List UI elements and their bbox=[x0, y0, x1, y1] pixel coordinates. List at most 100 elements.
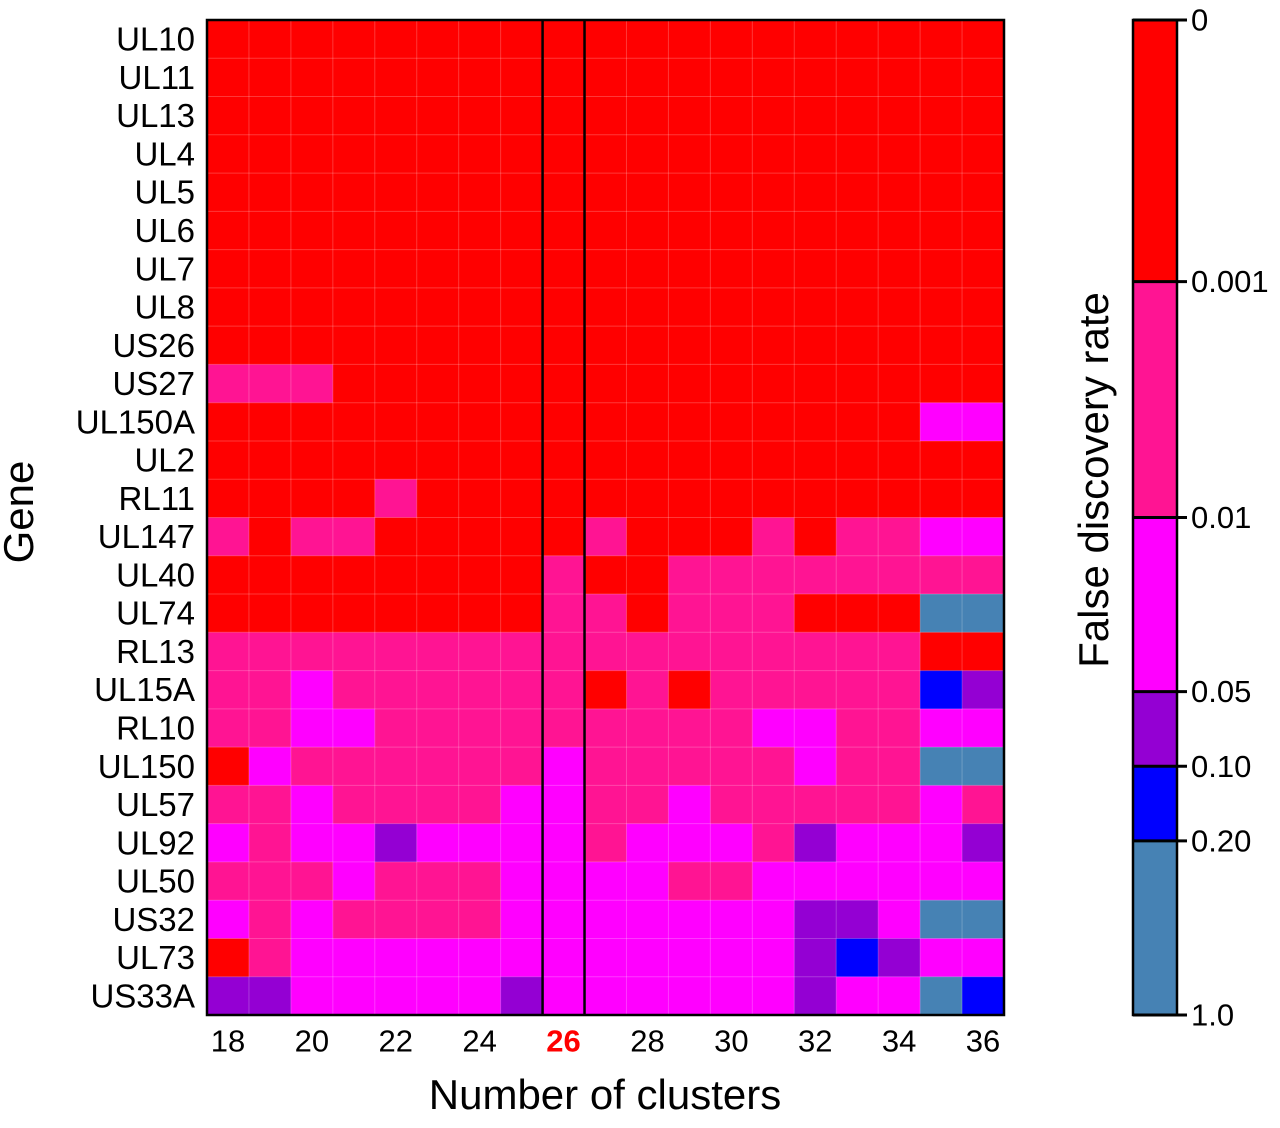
heatmap-cell-RL10-20 bbox=[290, 708, 334, 748]
heatmap-cell-UL7-32 bbox=[794, 249, 837, 289]
heatmap-cell-UL7-19 bbox=[248, 249, 292, 289]
heatmap-cell-UL5-25 bbox=[500, 173, 543, 212]
heatmap-cell-UL4-24 bbox=[458, 134, 502, 174]
heatmap-cell-UL13-27 bbox=[584, 96, 627, 136]
heatmap-cell-UL7-28 bbox=[626, 249, 669, 289]
heatmap-cell-UL150A-23 bbox=[416, 402, 460, 442]
heatmap-cell-UL147-20 bbox=[290, 517, 334, 557]
heatmap-cell-UL8-29 bbox=[668, 287, 711, 327]
heatmap-cell-UL40-36 bbox=[962, 555, 1005, 595]
heatmap-cell-UL6-35 bbox=[920, 211, 963, 251]
heatmap-cell-UL50-33 bbox=[836, 861, 879, 901]
heatmap-cell-UL150A-26 bbox=[542, 402, 585, 442]
heatmap-cell-UL2-34 bbox=[878, 440, 921, 480]
heatmap-cell-RL13-35 bbox=[920, 632, 963, 671]
heatmap-cell-UL40-20 bbox=[290, 555, 334, 595]
heatmap-cell-RL10-19 bbox=[248, 708, 292, 748]
heatmap-cell-UL57-21 bbox=[332, 785, 376, 825]
heatmap-cell-US27-32 bbox=[794, 364, 837, 404]
colorbar-ticks: 0 0.001 0.01 0.05 0.10 0.20 1.0 bbox=[1133, 3, 1269, 1033]
heatmap-cell-US32-26 bbox=[542, 900, 585, 939]
heatmap-cell-RL10-35 bbox=[920, 708, 963, 748]
gene-label-UL150: UL150 bbox=[98, 748, 195, 785]
colorbar bbox=[1133, 20, 1177, 1016]
heatmap-cell-UL74-34 bbox=[878, 594, 921, 633]
heatmap-cell-RL10-27 bbox=[584, 708, 627, 748]
heatmap-cell-UL147-18 bbox=[207, 517, 250, 557]
heatmap-cell-UL6-24 bbox=[458, 211, 502, 251]
heatmap-cell-RL13-28 bbox=[626, 632, 669, 671]
heatmap-cell-UL13-33 bbox=[836, 96, 879, 136]
heatmap-cell-UL8-22 bbox=[374, 287, 418, 327]
heatmap-cell-US26-20 bbox=[290, 326, 334, 365]
gene-label-UL150A: UL150A bbox=[76, 403, 195, 440]
heatmap-cell-UL5-18 bbox=[207, 173, 250, 212]
heatmap-cell-UL4-19 bbox=[248, 134, 292, 174]
heatmap-cell-UL150A-36 bbox=[962, 402, 1005, 442]
heatmap-cell-UL7-30 bbox=[710, 249, 753, 289]
heatmap-cell-RL10-22 bbox=[374, 708, 418, 748]
colorbar-tick-label: 0.10 bbox=[1191, 749, 1251, 784]
heatmap-cell-RL11-18 bbox=[207, 479, 250, 518]
heatmap-cell-UL13-29 bbox=[668, 96, 711, 136]
heatmap-cell-UL8-33 bbox=[836, 287, 879, 327]
heatmap-cell-RL11-23 bbox=[416, 479, 460, 518]
heatmap-cell-US26-30 bbox=[710, 326, 753, 365]
heatmap-cell-UL4-22 bbox=[374, 134, 418, 174]
heatmap-cell-US26-28 bbox=[626, 326, 669, 365]
heatmap-cell-UL6-25 bbox=[500, 211, 543, 251]
heatmap-cell-UL6-29 bbox=[668, 211, 711, 251]
heatmap-cell-UL6-23 bbox=[416, 211, 460, 251]
gene-label-UL11: UL11 bbox=[119, 59, 195, 96]
heatmap-cell-RL11-30 bbox=[710, 479, 753, 518]
heatmap-cell-UL57-36 bbox=[962, 785, 1005, 825]
heatmap-cell-RL11-22 bbox=[374, 479, 418, 518]
heatmap-cell-UL40-24 bbox=[458, 555, 502, 595]
heatmap-cell-UL2-21 bbox=[332, 440, 376, 480]
colorbar-title: False discovery rate bbox=[1070, 292, 1117, 668]
heatmap-cell-UL5-26 bbox=[542, 173, 585, 212]
heatmap-cell-US26-24 bbox=[458, 326, 502, 365]
heatmap-cell-UL10-29 bbox=[668, 20, 711, 59]
heatmap-cell-UL13-36 bbox=[962, 96, 1005, 136]
heatmap-cell-UL6-18 bbox=[207, 211, 250, 251]
heatmap-cell-UL10-23 bbox=[416, 20, 460, 59]
heatmap-cell-RL10-32 bbox=[794, 708, 837, 748]
heatmap-cell-US32-25 bbox=[500, 900, 543, 939]
heatmap-cell-UL57-20 bbox=[290, 785, 334, 825]
heatmap-cell-UL10-27 bbox=[584, 20, 627, 59]
heatmap-cell-UL11-20 bbox=[290, 58, 334, 97]
heatmap-cell-UL7-23 bbox=[416, 249, 460, 289]
heatmap-cell-UL73-20 bbox=[290, 938, 334, 978]
heatmap-cell-UL15A-27 bbox=[584, 670, 627, 710]
heatmap-cell-RL11-34 bbox=[878, 479, 921, 518]
heatmap-cell-UL13-31 bbox=[752, 96, 795, 136]
gene-label-UL10: UL10 bbox=[116, 21, 195, 58]
heatmap-cell-UL5-34 bbox=[878, 173, 921, 212]
heatmap-cell-US32-20 bbox=[290, 900, 334, 939]
heatmap-cell-RL11-31 bbox=[752, 479, 795, 518]
heatmap-cell-UL11-29 bbox=[668, 58, 711, 97]
heatmap-cell-UL74-24 bbox=[458, 594, 502, 633]
heatmap-cell-UL74-32 bbox=[794, 594, 837, 633]
heatmap-cell-UL73-23 bbox=[416, 938, 460, 978]
heatmap-cell-UL150-18 bbox=[207, 747, 250, 786]
colorbar-segment-<0.001 bbox=[1133, 20, 1177, 283]
heatmap-cell-UL10-18 bbox=[207, 20, 250, 59]
heatmap-cell-UL40-26 bbox=[542, 555, 585, 595]
heatmap-cell-RL11-19 bbox=[248, 479, 292, 518]
heatmap-cell-UL73-28 bbox=[626, 938, 669, 978]
heatmap-cell-UL8-31 bbox=[752, 287, 795, 327]
heatmap-cell-UL4-27 bbox=[584, 134, 627, 174]
colorbar-tick-label: 0.05 bbox=[1191, 674, 1251, 709]
heatmap-cell-UL150-25 bbox=[500, 747, 543, 786]
heatmap-cell-UL13-32 bbox=[794, 96, 837, 136]
heatmap-cell-RL13-23 bbox=[416, 632, 460, 671]
heatmap-cell-UL15A-23 bbox=[416, 670, 460, 710]
heatmap-cell-UL11-32 bbox=[794, 58, 837, 97]
heatmap-cell-UL8-30 bbox=[710, 287, 753, 327]
heatmap-cell-RL13-26 bbox=[542, 632, 585, 671]
heatmap-cell-UL50-35 bbox=[920, 861, 963, 901]
heatmap-cell-US27-34 bbox=[878, 364, 921, 404]
heatmap-cell-UL15A-34 bbox=[878, 670, 921, 710]
